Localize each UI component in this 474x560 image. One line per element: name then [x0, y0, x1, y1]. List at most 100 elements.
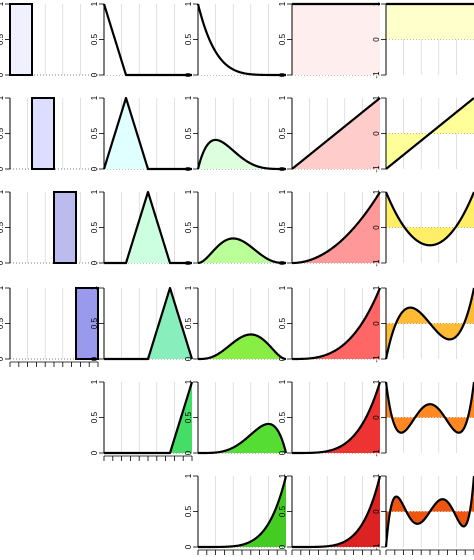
- y-tick-label: 0.5: [90, 127, 99, 139]
- y-tick-label: 0: [90, 166, 99, 171]
- basis-curve: [291, 381, 382, 455]
- basis-curve: [197, 422, 288, 455]
- y-tick-label: 0: [0, 260, 5, 265]
- y-tick-label: 0: [278, 544, 287, 549]
- panel-c0-r0: 00.51: [0, 1, 98, 77]
- y-tick-label: 0.5: [278, 33, 287, 45]
- y-tick-label: 0: [0, 356, 5, 361]
- y-tick-label: 1: [372, 379, 381, 384]
- area-fill: [292, 192, 380, 263]
- y-tick-label: -1: [372, 165, 381, 173]
- basis-curve: [384, 287, 474, 360]
- area-fill: [104, 4, 192, 75]
- area-fill: [386, 4, 474, 40]
- y-tick-label: 0.5: [278, 411, 287, 423]
- panel-c2-r4: 00.51: [184, 379, 288, 455]
- panel-c2-r2: 00.51: [184, 189, 287, 265]
- panel-c2-r1: 00.51: [184, 95, 287, 171]
- panel-c0-r2: 00.51: [0, 189, 98, 265]
- panel-c2-r0: 00.51: [184, 1, 287, 77]
- panel-c0-r3: 00.51: [0, 285, 99, 367]
- basis-curve: [103, 286, 194, 361]
- area-fill: [198, 476, 286, 547]
- panel-c3-r2: 00.51: [278, 189, 381, 265]
- panel-c1-r4: 00.51: [90, 379, 194, 461]
- panel-c4-r2: -1 0 1: [372, 189, 474, 267]
- y-tick-label: 0.5: [278, 127, 287, 139]
- basis-curve: [385, 97, 474, 170]
- y-tick-label: 0: [184, 356, 193, 361]
- panel-c3-r1: 00.51: [278, 95, 381, 171]
- y-tick-label: 1: [278, 473, 287, 478]
- area-fill: [198, 139, 286, 169]
- y-tick-label: 0.5: [184, 411, 193, 423]
- y-tick-label: 1: [184, 189, 193, 194]
- y-tick-label: 1: [278, 285, 287, 290]
- panel-c1-r1: 00.51: [90, 95, 193, 171]
- panel-c3-r5: 00.51: [278, 473, 382, 555]
- area-fill: [292, 4, 380, 75]
- y-tick-label: 0: [278, 356, 287, 361]
- area-fill: [104, 288, 192, 359]
- y-tick-label: 1: [0, 1, 5, 6]
- y-tick-label: 0.5: [0, 127, 5, 139]
- area-fill: [198, 334, 286, 359]
- y-tick-label: 0.5: [90, 317, 99, 329]
- y-tick-label: 0: [184, 260, 193, 265]
- y-tick-label: -1: [372, 259, 381, 267]
- y-tick-label: 0: [278, 260, 287, 265]
- y-tick-label: 1: [184, 473, 193, 478]
- y-tick-label: 0: [278, 166, 287, 171]
- y-tick-label: -1: [372, 543, 381, 551]
- y-tick-label: 1: [278, 379, 287, 384]
- panel-c4-r3: -1 0 1: [372, 285, 474, 363]
- y-tick-label: -1: [372, 355, 381, 363]
- y-tick-label: 0.5: [184, 33, 193, 45]
- basis-curve: [103, 381, 194, 455]
- y-tick-label: 0: [0, 166, 5, 171]
- y-tick-label: 0: [372, 321, 381, 326]
- y-tick-label: 1: [184, 379, 193, 384]
- panel-c4-r5: -1 0 1: [372, 473, 474, 555]
- y-tick-label: 0: [184, 450, 193, 455]
- y-tick-label: 1: [90, 379, 99, 384]
- y-tick-label: 0.5: [184, 127, 193, 139]
- y-tick-label: 0: [372, 37, 381, 42]
- area-fill: [292, 288, 380, 359]
- y-tick-label: 0.5: [278, 505, 287, 517]
- y-tick-label: 0: [184, 72, 193, 77]
- panel-c4-r0: -1 0 1: [372, 1, 474, 79]
- y-tick-label: 0.5: [184, 505, 193, 517]
- panel-c3-r4: 00.51: [278, 379, 382, 455]
- box-basis: [53, 191, 77, 264]
- y-tick-label: 0: [90, 450, 99, 455]
- y-tick-label: -1: [372, 71, 381, 79]
- y-tick-label: 0.5: [278, 221, 287, 233]
- area-fill: [104, 382, 192, 453]
- y-tick-label: 1: [372, 473, 381, 478]
- y-tick-label: 0: [278, 72, 287, 77]
- basis-curve: [291, 475, 382, 549]
- y-tick-label: 1: [90, 189, 99, 194]
- basis-curve: [196, 138, 287, 171]
- y-tick-label: 0.5: [0, 317, 5, 329]
- y-tick-label: 1: [372, 95, 381, 100]
- y-tick-label: 1: [184, 95, 193, 100]
- area-fill: [292, 476, 380, 547]
- y-tick-label: 0: [278, 450, 287, 455]
- y-tick-label: 0: [90, 72, 99, 77]
- basis-curve: [196, 3, 287, 77]
- y-tick-label: 1: [90, 1, 99, 6]
- basis-curve: [103, 190, 193, 265]
- y-tick-label: 1: [0, 95, 5, 100]
- area-fill: [386, 382, 474, 433]
- y-tick-label: 1: [184, 285, 193, 290]
- box-basis: [9, 3, 33, 76]
- panel-c1-r0: 00.51: [90, 1, 193, 77]
- y-tick-label: 0.5: [90, 411, 99, 423]
- y-tick-label: 1: [372, 1, 381, 6]
- area-fill: [104, 98, 192, 169]
- y-tick-label: 1: [372, 285, 381, 290]
- y-tick-label: 0: [90, 356, 99, 361]
